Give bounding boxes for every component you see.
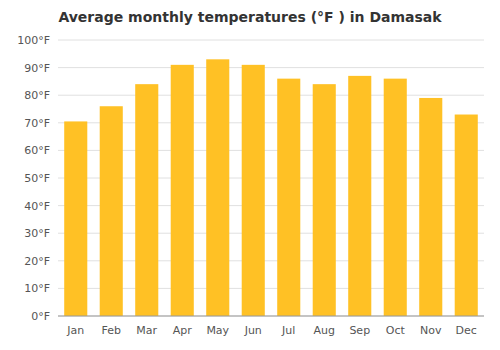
bar (455, 115, 478, 316)
bar (384, 79, 407, 316)
x-tick-label: Oct (386, 324, 406, 337)
x-tick-label: Jan (66, 324, 84, 337)
x-tick-label: Jul (281, 324, 295, 337)
bar (242, 65, 265, 316)
x-tick-label: Feb (102, 324, 121, 337)
y-tick-label: 70°F (24, 117, 50, 130)
bar (135, 84, 158, 316)
bar (313, 84, 336, 316)
grid (58, 40, 484, 316)
x-tick-label: Sep (349, 324, 370, 337)
y-tick-label: 10°F (24, 282, 50, 295)
bar (64, 121, 87, 316)
grid-line (58, 40, 484, 41)
grid-line (58, 316, 484, 317)
x-tick-label: May (206, 324, 229, 337)
y-tick-label: 40°F (24, 200, 50, 213)
y-tick-label: 60°F (24, 144, 50, 157)
x-tick-label: Nov (420, 324, 442, 337)
bars (64, 59, 478, 316)
x-tick-label: Apr (173, 324, 193, 337)
x-axis-line (58, 316, 484, 317)
grid-line (58, 67, 484, 68)
x-tick-label: Jun (244, 324, 262, 337)
y-tick-label: 0°F (31, 310, 50, 323)
grid-line (58, 95, 484, 96)
bar (348, 76, 371, 316)
x-tick-label: Aug (314, 324, 335, 337)
bar (100, 106, 123, 316)
y-tick-label: 20°F (24, 255, 50, 268)
title: Average monthly temperatures (°F ) in Da… (58, 9, 442, 25)
x-tick-label: Dec (456, 324, 477, 337)
bar (171, 65, 194, 316)
y-tick-label: 50°F (24, 172, 50, 185)
y-tick-label: 30°F (24, 227, 50, 240)
y-tick-label: 100°F (17, 34, 50, 47)
chart: Average monthly temperatures (°F ) in Da… (0, 0, 500, 350)
bar (419, 98, 442, 316)
y-tick-label: 90°F (24, 62, 50, 75)
x-tick-label: Mar (136, 324, 157, 337)
y-tick-label: 80°F (24, 89, 50, 102)
bar (277, 79, 300, 316)
bar (206, 59, 229, 316)
